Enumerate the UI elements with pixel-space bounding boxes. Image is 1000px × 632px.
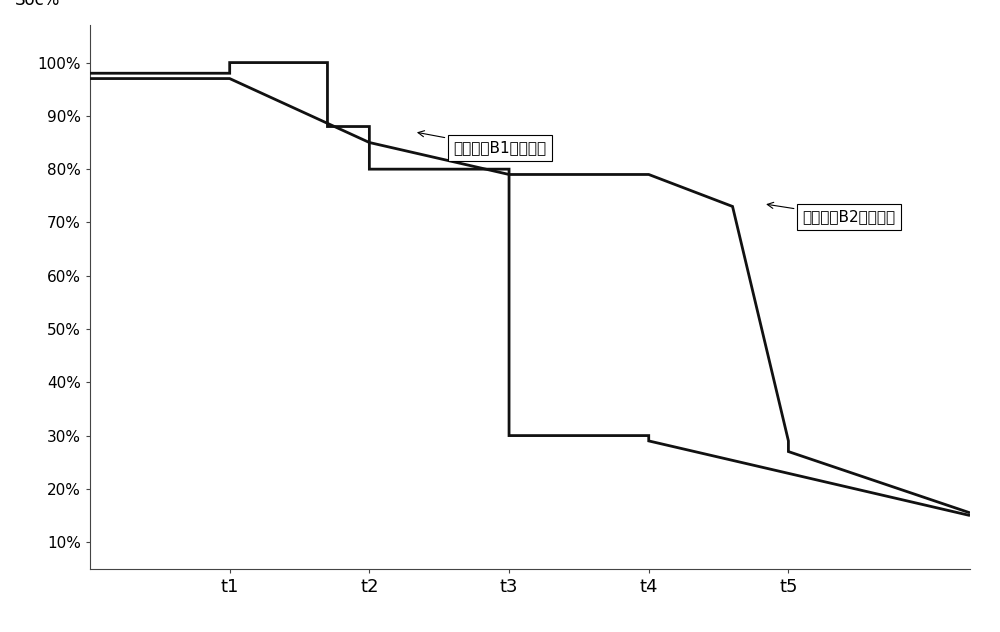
Text: 子电池组B1载荷曲线: 子电池组B1载荷曲线 — [418, 131, 546, 155]
Y-axis label: Soc%: Soc% — [15, 0, 60, 9]
Text: 子电池组B2载荷曲线: 子电池组B2载荷曲线 — [767, 202, 896, 224]
